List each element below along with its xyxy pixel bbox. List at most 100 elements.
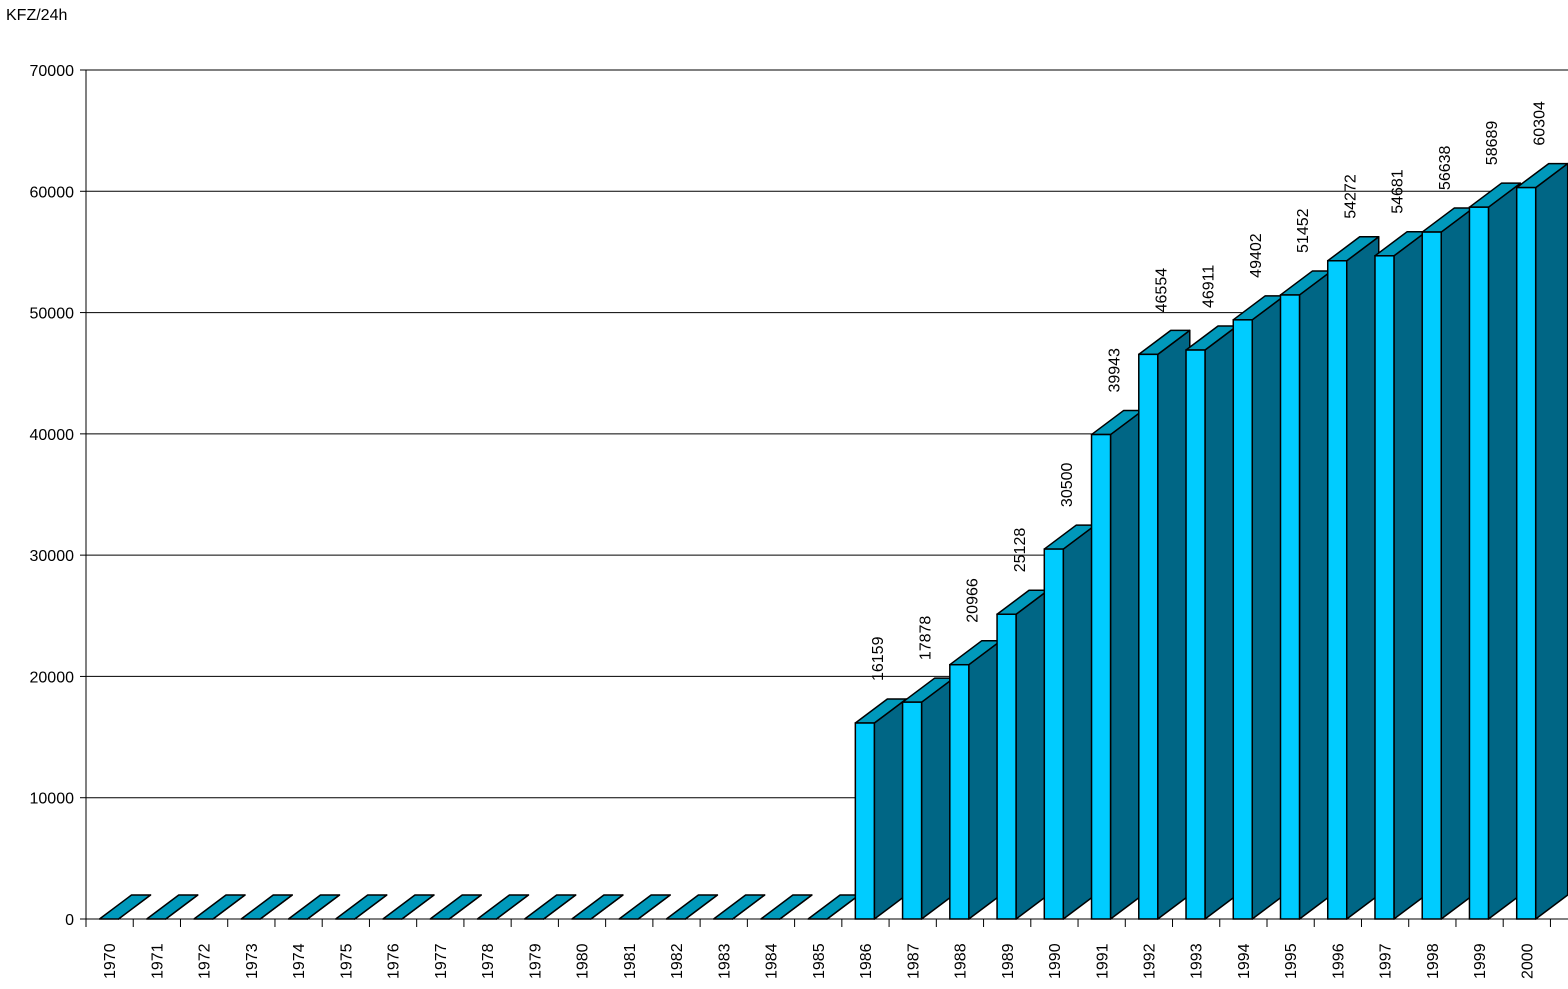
bar xyxy=(193,894,246,920)
bar-front xyxy=(1279,294,1301,920)
bar xyxy=(1043,524,1097,920)
bar-side xyxy=(1204,325,1238,920)
bar xyxy=(1232,295,1286,920)
data-label: 20966 xyxy=(965,578,982,623)
x-tick-label: 1985 xyxy=(811,943,828,979)
x-tick-label: 1979 xyxy=(527,943,544,979)
bar xyxy=(429,894,482,920)
bar xyxy=(807,894,860,920)
bar-front xyxy=(1185,349,1206,920)
bar xyxy=(901,677,955,920)
x-tick-label: 1999 xyxy=(1472,943,1489,979)
x-tick-label: 1978 xyxy=(480,943,497,979)
x-tick-label: 1991 xyxy=(1094,943,1111,979)
x-tick-label: 1984 xyxy=(764,943,781,979)
bar xyxy=(760,894,813,920)
bar xyxy=(618,894,671,920)
bar-top xyxy=(571,894,624,920)
bar-front xyxy=(1326,260,1348,920)
data-label: 51452 xyxy=(1295,208,1312,253)
x-tick-label: 1981 xyxy=(622,943,639,979)
bar xyxy=(476,894,530,920)
bar xyxy=(1515,162,1568,920)
bar-side xyxy=(873,698,908,920)
bar-side xyxy=(1062,524,1097,920)
data-label: 25128 xyxy=(1012,528,1029,573)
bar-front xyxy=(1232,319,1254,920)
gridlines xyxy=(86,69,1568,799)
data-label: 49402 xyxy=(1248,233,1265,278)
bar xyxy=(1138,329,1191,920)
bar-side xyxy=(1487,182,1522,920)
y-tick-label: 10000 xyxy=(30,791,75,808)
data-label: 54272 xyxy=(1342,174,1359,219)
data-label: 39943 xyxy=(1106,348,1123,393)
bar-front xyxy=(1374,255,1395,920)
x-tick-label: 1996 xyxy=(1330,943,1347,979)
bars xyxy=(98,162,1568,920)
x-tick-label: 1970 xyxy=(102,943,119,979)
y-tick-label: 30000 xyxy=(30,548,75,565)
bar-front xyxy=(901,701,923,920)
x-tick-label: 1998 xyxy=(1425,943,1442,979)
data-label: 46911 xyxy=(1201,265,1218,308)
data-label: 56638 xyxy=(1437,145,1454,190)
data-label: 58689 xyxy=(1484,121,1501,166)
bar xyxy=(996,589,1049,920)
bar xyxy=(287,894,341,920)
bar-front xyxy=(996,613,1017,920)
bar xyxy=(1279,270,1333,920)
bar xyxy=(1421,207,1474,920)
bar-top xyxy=(382,894,435,920)
bar-top xyxy=(334,894,388,920)
bar xyxy=(665,894,719,920)
data-labels: 16159 17878 20966 25128 30500 39943 46554 46911… xyxy=(870,101,1548,681)
data-label: 16159 xyxy=(870,636,887,681)
axes xyxy=(85,70,1568,920)
y-tick-label: 0 xyxy=(65,912,74,929)
data-label: 46554 xyxy=(1153,268,1170,313)
bar-front xyxy=(1138,353,1159,920)
x-tick-label: 1992 xyxy=(1141,943,1158,979)
x-axis-ticks: 1970 1971 1972 1973 1974 1975 1976 1977 1978 1979… xyxy=(85,919,1551,979)
bar xyxy=(1185,325,1238,920)
data-label: 60304 xyxy=(1531,101,1548,146)
bar-front xyxy=(1043,548,1065,920)
bar xyxy=(1468,182,1522,920)
bar-top xyxy=(665,894,719,920)
x-tick-label: 1977 xyxy=(433,943,450,979)
bar-side xyxy=(1393,231,1427,920)
bar xyxy=(712,894,766,920)
data-label: 54681 xyxy=(1390,169,1407,214)
bar xyxy=(1326,236,1380,920)
x-tick-label: 1990 xyxy=(1047,943,1064,979)
bar xyxy=(334,894,388,920)
bar-front xyxy=(854,722,876,920)
bar-side xyxy=(1251,295,1286,920)
bar-top xyxy=(807,894,860,920)
x-tick-label: 1993 xyxy=(1189,943,1206,979)
y-axis-unit-label: KFZ/24h xyxy=(6,7,67,24)
x-tick-label: 1975 xyxy=(338,943,355,979)
bar xyxy=(240,894,293,920)
bar-top xyxy=(760,894,813,920)
bar-side xyxy=(968,639,1002,920)
bar-top xyxy=(193,894,246,920)
data-label: 30500 xyxy=(1059,462,1076,507)
bar xyxy=(1090,409,1144,920)
x-tick-label: 1973 xyxy=(244,943,261,979)
bar-top xyxy=(98,894,152,920)
bar-top xyxy=(618,894,671,920)
x-tick-label: 1980 xyxy=(575,943,592,979)
x-tick-label: 1997 xyxy=(1378,943,1395,979)
y-tick-label: 40000 xyxy=(30,427,75,444)
bar xyxy=(571,894,624,920)
bar xyxy=(854,698,908,920)
x-tick-label: 1983 xyxy=(716,943,733,979)
bar-top xyxy=(145,894,199,920)
bar xyxy=(98,894,152,920)
bar-front xyxy=(1468,206,1490,920)
bar xyxy=(1374,231,1427,920)
bar-side xyxy=(1298,270,1333,920)
